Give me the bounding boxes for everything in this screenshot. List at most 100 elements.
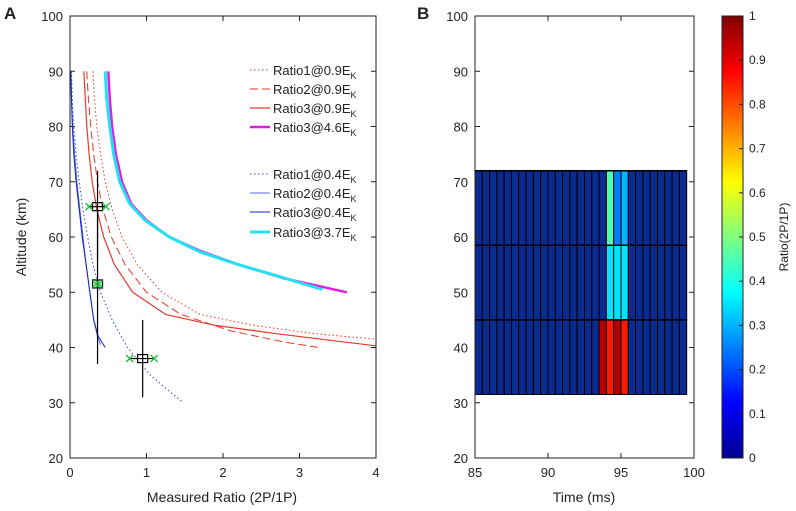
measurement-cross xyxy=(95,279,104,288)
heatmap-cell xyxy=(598,319,607,395)
y-tick-label: 100 xyxy=(41,9,63,24)
y-tick-label: 30 xyxy=(49,396,63,411)
heatmap-cell xyxy=(605,244,615,321)
heatmap-cell xyxy=(664,244,673,321)
heatmap-cell xyxy=(635,170,644,246)
heatmap-cell xyxy=(657,319,666,395)
legend-label-subscript: K xyxy=(351,128,357,138)
colorbar-tick-label: 0.8 xyxy=(749,97,766,111)
heatmap-cell xyxy=(569,319,578,395)
legend-label: Ratio3@3.7EK xyxy=(273,225,357,243)
heatmap-cell xyxy=(547,244,556,321)
measurement-cross xyxy=(125,354,134,363)
series-line xyxy=(83,71,376,347)
heatmap-cell xyxy=(657,170,666,246)
y-tick-label: 40 xyxy=(49,341,63,356)
heatmap-cell xyxy=(496,170,505,246)
heatmap-cell xyxy=(613,319,622,395)
heatmap-cell xyxy=(503,244,513,321)
legend-label-subscript: K xyxy=(351,194,357,204)
y-tick-label: 80 xyxy=(454,120,468,135)
heatmap-cell xyxy=(540,170,549,246)
legend-label-subscript: K xyxy=(351,90,357,100)
heatmap-cell xyxy=(489,319,498,395)
colorbar-tick-label: 0.4 xyxy=(749,274,766,288)
series-line xyxy=(71,71,184,404)
heatmap-cell xyxy=(525,170,534,246)
legend-label-subscript: K xyxy=(351,233,357,243)
heatmap-cell xyxy=(620,319,629,395)
heatmap-cell xyxy=(671,244,680,321)
heatmap-cell xyxy=(554,244,564,321)
heatmap-cell xyxy=(547,170,556,246)
heatmap-cell xyxy=(562,170,571,246)
heatmap-cell xyxy=(503,170,513,246)
x-tick-label: 3 xyxy=(296,465,303,480)
heatmap-cell xyxy=(584,244,593,321)
colorbar-tick-label: 0.9 xyxy=(749,53,766,67)
x-tick-label: 90 xyxy=(541,465,555,480)
y-tick-label: 100 xyxy=(446,9,468,24)
heatmap-cell xyxy=(511,170,520,246)
panel-a-xlabel: Measured Ratio (2P/1P) xyxy=(147,489,297,505)
legend-label: Ratio1@0.9EK xyxy=(273,63,357,81)
heatmap-cell xyxy=(635,319,644,395)
heatmap-cell xyxy=(569,244,578,321)
panel-b-letter: B xyxy=(417,4,429,23)
x-tick-label: 0 xyxy=(66,465,73,480)
legend-label-subscript: K xyxy=(351,175,357,185)
x-tick-label: 4 xyxy=(372,465,379,480)
heatmap-cell xyxy=(496,319,505,395)
heatmap-cell xyxy=(613,170,622,246)
measurement-cross xyxy=(101,202,110,211)
heatmap-cell xyxy=(678,319,688,395)
heatmap-cell xyxy=(474,319,483,395)
heatmap-cell xyxy=(540,244,549,321)
y-tick-label: 70 xyxy=(49,175,63,190)
legend-label: Ratio2@0.9EK xyxy=(273,82,357,100)
colorbar-tick-label: 0 xyxy=(749,451,756,465)
heatmap-cell xyxy=(496,244,505,321)
heatmap-cell xyxy=(540,319,549,395)
heatmap-cell xyxy=(576,319,586,395)
y-tick-label: 30 xyxy=(454,396,468,411)
axes-frame xyxy=(69,15,377,459)
heatmap-cell xyxy=(511,244,520,321)
heatmap-cell xyxy=(598,170,607,246)
legend-label: Ratio1@0.4EK xyxy=(273,167,357,185)
heatmap-cell xyxy=(605,319,615,395)
axes-frame xyxy=(474,15,695,459)
colorbar: 0 0.1 0.2 0.3 0.4 0.5 0.6 0.7 0.8 0.9 1 xyxy=(721,9,766,465)
heatmap-cell xyxy=(547,319,556,395)
heatmap-cell xyxy=(518,170,527,246)
heatmap-cell xyxy=(569,170,578,246)
x-tick-label: 2 xyxy=(219,465,226,480)
legend-label: Ratio3@0.9EK xyxy=(273,101,357,119)
heatmap-cell xyxy=(489,170,498,246)
heatmap-cell xyxy=(627,244,637,321)
heatmap-cell xyxy=(671,170,680,246)
heatmap-cell xyxy=(576,244,586,321)
y-tick-label: 70 xyxy=(454,175,468,190)
heatmap-cell xyxy=(584,319,593,395)
heatmap-cell xyxy=(474,244,483,321)
heatmap-cell xyxy=(481,244,491,321)
heatmap-cell xyxy=(591,170,600,246)
colorbar-tick-label: 0.1 xyxy=(749,407,766,421)
plot-area xyxy=(70,71,376,404)
heatmap-cell xyxy=(664,170,673,246)
heatmap-cell xyxy=(576,170,586,246)
heatmap-cell xyxy=(635,244,644,321)
colorbar-tick-label: 0.3 xyxy=(749,318,766,332)
y-tick-label: 20 xyxy=(454,451,468,466)
heatmap-cell xyxy=(525,244,534,321)
x-tick-label: 100 xyxy=(683,465,705,480)
heatmap-cell xyxy=(518,244,527,321)
series-line xyxy=(103,71,323,291)
x-tick-label: 1 xyxy=(143,465,150,480)
heatmap-cell xyxy=(598,244,607,321)
heatmap-cell xyxy=(489,244,498,321)
heatmap-cell xyxy=(664,319,673,395)
